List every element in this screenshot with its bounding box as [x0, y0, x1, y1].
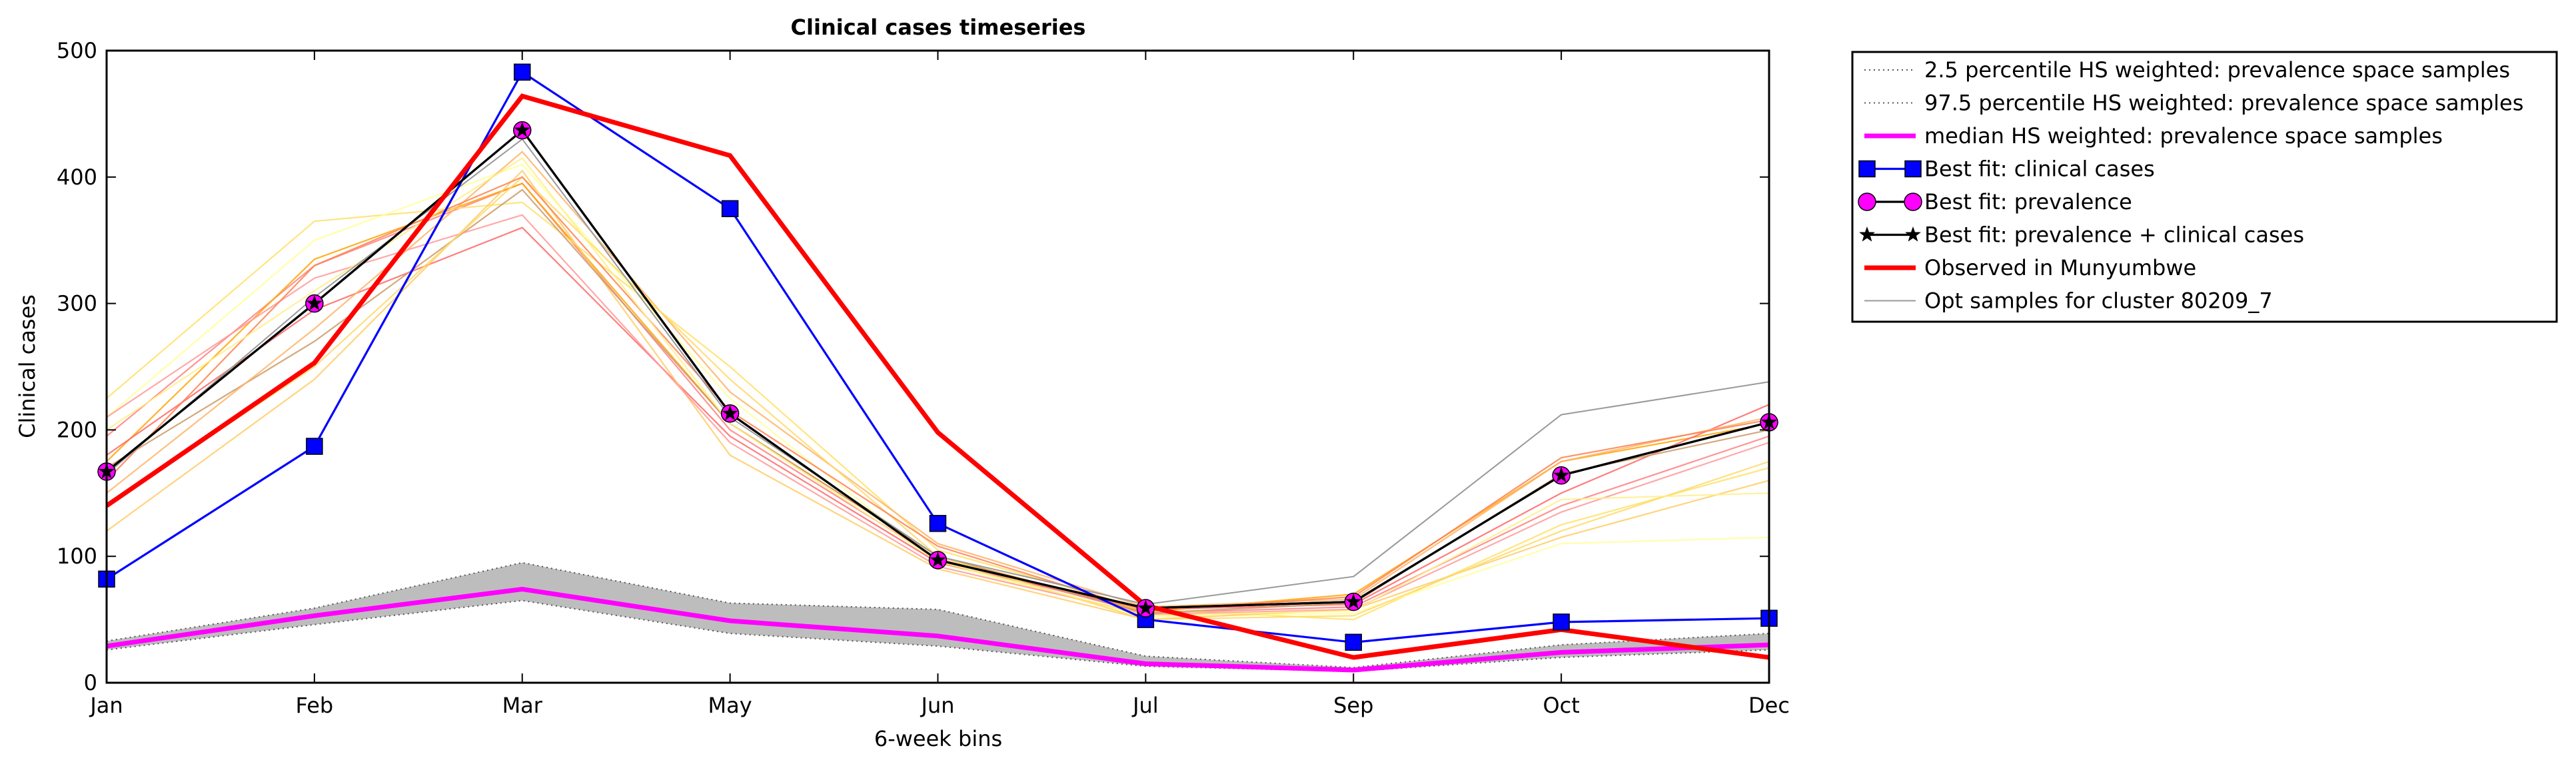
series-6-point: [514, 122, 530, 137]
legend-item-8: Opt samples for cluster 80209_7: [1864, 288, 2273, 314]
y-tick-label: 300: [57, 291, 97, 316]
legend: 2.5 percentile HS weighted: prevalence s…: [1851, 51, 2558, 323]
series-6-point: [722, 405, 738, 420]
legend-marker: [1905, 226, 1921, 242]
legend-label: median HS weighted: prevalence space sam…: [1924, 123, 2443, 149]
x-tick-label: Jun: [920, 693, 955, 718]
x-tick-label: May: [708, 693, 752, 718]
x-tick-label: Oct: [1543, 693, 1579, 718]
x-tick-label: Sep: [1333, 693, 1373, 718]
legend-label: 97.5 percentile HS weighted: prevalence …: [1924, 91, 2523, 116]
legend-item-6: Best fit: prevalence + clinical cases: [1859, 222, 2304, 248]
y-axis-label: Clinical cases: [15, 294, 40, 438]
legend-item-7: Observed in Munyumbwe: [1864, 255, 2196, 280]
sample-line-9: [107, 151, 1769, 608]
legend-label: Observed in Munyumbwe: [1924, 255, 2196, 280]
chart-title: Clinical cases timeseries: [791, 15, 1086, 40]
legend-label: 2.5 percentile HS weighted: prevalence s…: [1924, 57, 2510, 83]
x-axis-label: 6-week bins: [874, 726, 1002, 751]
legend-label: Opt samples for cluster 80209_7: [1924, 288, 2273, 314]
series-4-point: [929, 515, 947, 532]
series-line-7: [107, 93, 1769, 660]
y-tick-label: 100: [57, 544, 97, 569]
series-4-point: [1345, 633, 1362, 651]
x-tick-label: Dec: [1748, 693, 1790, 718]
sample-line-11: [107, 176, 1769, 611]
legend-item-5: Best fit: prevalence: [1858, 189, 2132, 214]
legend-label: Best fit: prevalence: [1924, 189, 2132, 214]
legend-label: Best fit: prevalence + clinical cases: [1924, 222, 2304, 248]
x-tick-label: Jan: [89, 693, 123, 718]
legend-marker: [1858, 160, 1876, 178]
series-6-point: [306, 295, 322, 310]
axes: Jan Feb Mar May Jun Jul Sep Oct Dec 0 100 200 300 400…: [57, 38, 1790, 718]
legend-marker: [1859, 226, 1875, 242]
series-markers-5: [97, 121, 1778, 617]
y-tick-label: 400: [57, 165, 97, 190]
y-tick-label: 500: [57, 38, 97, 63]
legend-item-4: Best fit: clinical cases: [1858, 157, 2155, 182]
x-tick-label: Feb: [296, 693, 334, 718]
y-tick-label: 0: [84, 670, 97, 695]
x-tick-label: Mar: [502, 693, 543, 718]
series-line-3: [107, 586, 1769, 673]
legend-box: [1851, 51, 2558, 323]
legend-item-2: 97.5 percentile HS weighted: prevalence …: [1864, 91, 2523, 116]
legend-item-1: 2.5 percentile HS weighted: prevalence s…: [1864, 57, 2510, 83]
x-tick-label: Jul: [1131, 693, 1159, 718]
legend-marker: [1904, 160, 1922, 178]
plot-area: [97, 63, 1778, 673]
series-4-point: [514, 63, 531, 81]
series-6-point: [1345, 593, 1362, 609]
legend-marker: [1858, 193, 1876, 211]
series-4-point: [1553, 613, 1570, 631]
series-6-point: [1553, 467, 1570, 482]
series-6-point: [930, 552, 946, 567]
y-tick-label: 200: [57, 417, 97, 442]
series-4-point: [721, 200, 739, 217]
legend-item-3: median HS weighted: prevalence space sam…: [1864, 123, 2443, 149]
series-6-point: [1137, 599, 1154, 615]
legend-label: Best fit: clinical cases: [1924, 157, 2155, 182]
series-4-point: [306, 438, 323, 455]
legend-marker: [1904, 193, 1922, 211]
